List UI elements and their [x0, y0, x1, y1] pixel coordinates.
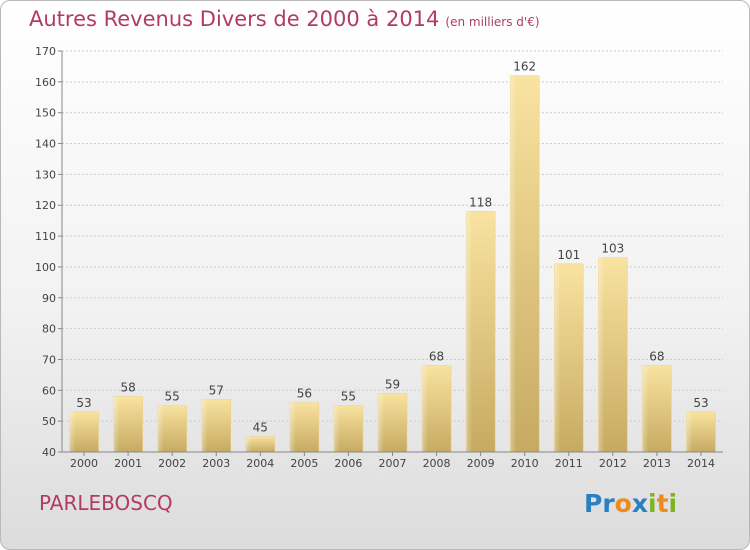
logo-letter: i [648, 489, 657, 518]
y-tick-label: 170 [35, 45, 56, 58]
x-tick-label: 2004 [246, 457, 274, 470]
y-tick-label: 110 [35, 230, 56, 243]
bar-value-label: 45 [253, 421, 268, 435]
bars: 53 58 55 57 45 56 55 59 68 118 162 101 103 68 53 [69, 60, 716, 453]
x-tick-label: 2010 [511, 457, 539, 470]
bar-highlight [245, 436, 252, 452]
y-tick-label: 70 [42, 353, 56, 366]
bar-value-label: 101 [557, 248, 580, 262]
x-axis: 2000 2001 2002 2003 2004 2005 2006 2007 2008 2009… [62, 451, 723, 470]
bar-value-label: 68 [649, 350, 664, 364]
commune-name: PARLEBOSCQ [39, 491, 173, 515]
y-tick-label: 130 [35, 168, 56, 181]
x-tick-label: 2008 [423, 457, 451, 470]
x-tick-label: 2007 [379, 457, 407, 470]
bar-highlight [510, 75, 517, 452]
x-tick-label: 2005 [290, 457, 318, 470]
bar-highlight [422, 365, 429, 452]
bar-highlight [201, 399, 208, 452]
chart-title-block: Autres Revenus Divers de 2000 à 2014 (en … [29, 7, 540, 31]
bar-value-label: 103 [601, 242, 624, 256]
y-tick-label: 60 [42, 384, 56, 397]
x-tick-label: 2006 [334, 457, 362, 470]
logo-letter: x [631, 489, 648, 518]
logo-letter: o [614, 489, 632, 518]
x-tick-label: 2009 [467, 457, 495, 470]
x-tick-label: 2003 [202, 457, 230, 470]
proxiti-logo: Proxiti [584, 489, 677, 518]
bar-highlight [333, 405, 340, 452]
x-tick-label: 2011 [555, 457, 583, 470]
y-tick-label: 150 [35, 107, 56, 120]
chart-title-unit: (en milliers d'€) [445, 15, 540, 29]
bar-highlight [113, 396, 120, 452]
bar-highlight [598, 257, 605, 452]
bar-value-label: 55 [165, 390, 180, 404]
bar-value-label: 58 [120, 380, 135, 394]
y-tick-label: 90 [42, 292, 56, 305]
chart-title: Autres Revenus Divers de 2000 à 2014 [29, 7, 440, 31]
logo-letter: i [668, 489, 678, 518]
bar-highlight [686, 411, 693, 452]
x-tick-label: 2013 [643, 457, 671, 470]
bar-value-label: 53 [693, 396, 708, 410]
bar-highlight [378, 393, 384, 452]
logo-letter: t [656, 489, 669, 518]
y-tick-label: 80 [42, 323, 56, 336]
bar-value-label: 55 [341, 390, 356, 404]
bar-value-label: 118 [469, 195, 492, 209]
bar-highlight [69, 411, 76, 452]
bar-value-label: 59 [385, 377, 400, 391]
logo-letter: P [584, 489, 603, 518]
x-tick-label: 2001 [114, 457, 142, 470]
bar-highlight [466, 211, 473, 452]
bar-value-label: 57 [209, 384, 224, 398]
bar-value-label: 162 [513, 60, 536, 74]
x-tick-label: 2014 [687, 457, 715, 470]
y-tick-label: 160 [35, 76, 56, 89]
bar-value-label: 68 [429, 350, 444, 364]
bar-value-label: 56 [297, 387, 312, 401]
logo-letter: r [602, 489, 615, 518]
bar-highlight [157, 405, 164, 452]
bar-highlight [554, 263, 561, 452]
y-axis: 40 50 60 70 80 90 100 110 120 130 140 150 160 170 [35, 45, 63, 459]
bar-highlight [642, 365, 649, 452]
bar-highlight [289, 402, 296, 452]
y-tick-label: 40 [42, 446, 56, 459]
y-tick-label: 100 [35, 261, 56, 274]
y-tick-label: 140 [35, 138, 56, 151]
y-tick-label: 50 [42, 415, 56, 428]
bar-value-label: 53 [76, 396, 91, 410]
x-tick-label: 2002 [158, 457, 186, 470]
x-tick-label: 2012 [599, 457, 627, 470]
x-tick-label: 2000 [70, 457, 98, 470]
y-tick-label: 120 [35, 199, 56, 212]
